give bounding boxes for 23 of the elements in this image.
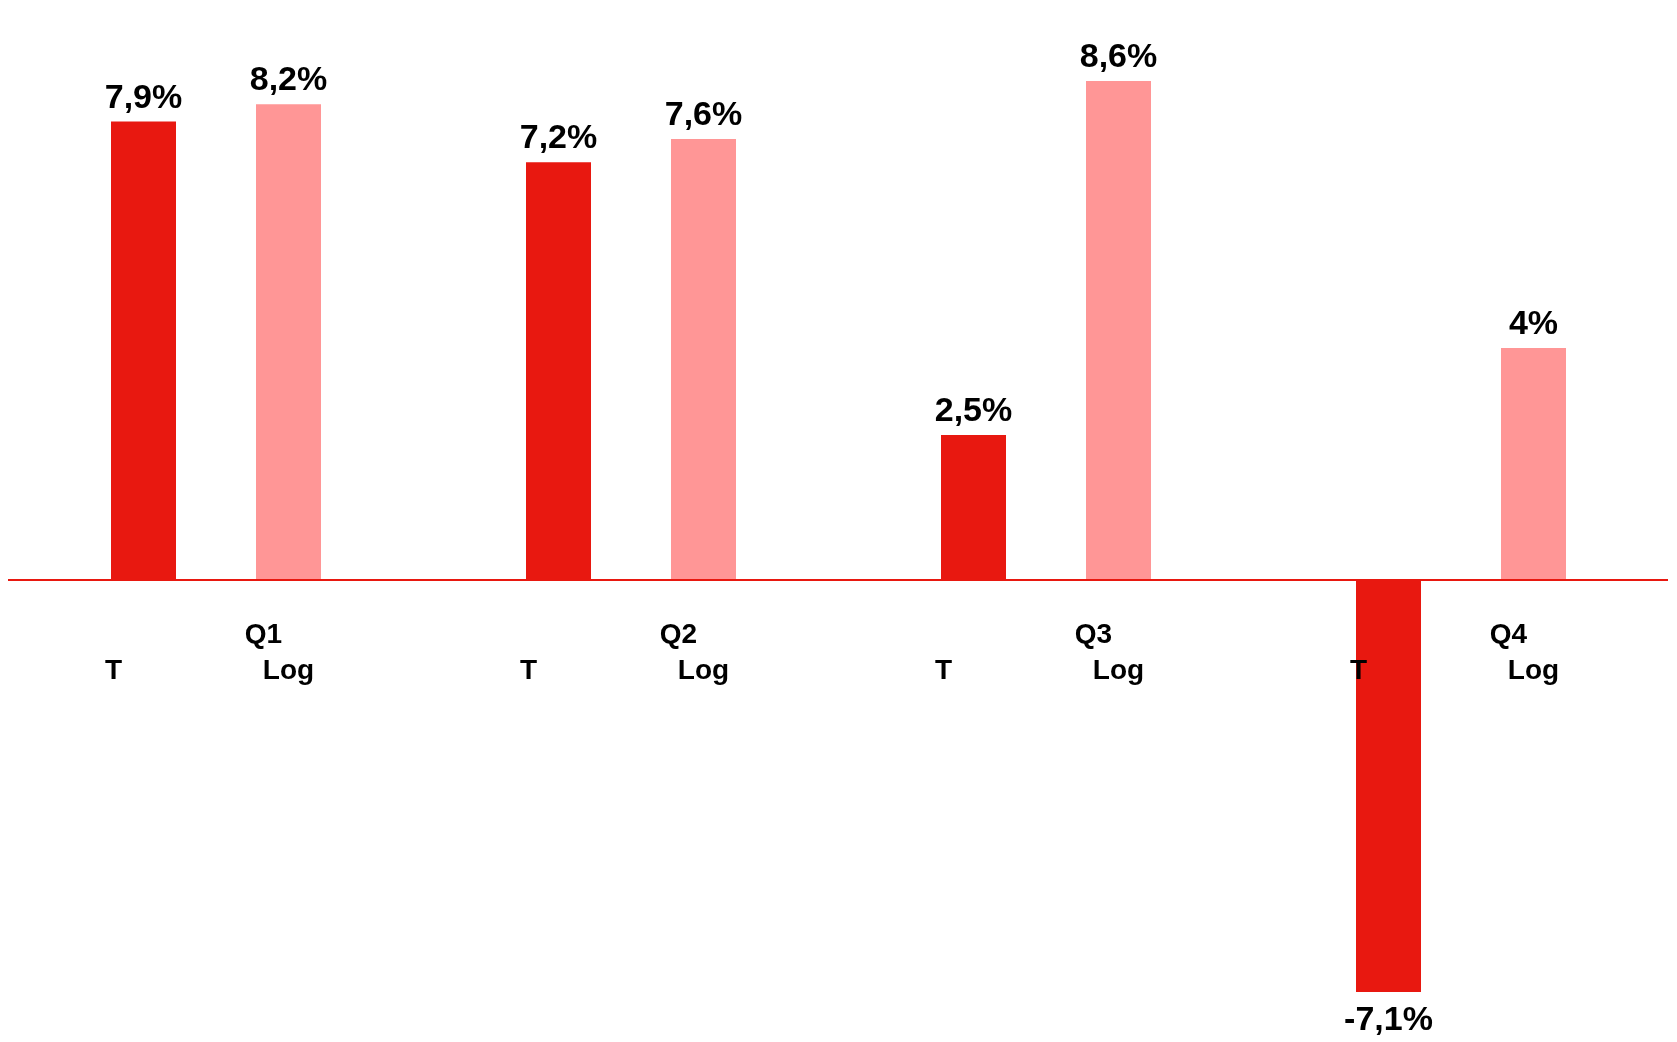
x-tick-label: Q1: [244, 617, 283, 649]
text: T: [934, 653, 953, 685]
data-label: 8,2%: [249, 59, 328, 98]
bar: [1501, 347, 1566, 581]
text: Log: [1507, 653, 1560, 685]
x-tick-label: Q4: [1489, 617, 1528, 649]
data-label: 4%: [1508, 302, 1559, 341]
text: Log: [677, 653, 730, 685]
x-tick-label: Q3: [1074, 617, 1113, 649]
x-tick-label: Q2: [659, 617, 698, 649]
data-label: -7,1%: [1344, 999, 1433, 1037]
data-label: 7,6%: [664, 94, 743, 133]
text: T: [104, 653, 123, 685]
data-label: 2,5%: [934, 389, 1013, 428]
data-label: 8,6%: [1079, 36, 1158, 74]
bar: [1086, 81, 1151, 581]
text: T: [519, 653, 538, 685]
text: Log: [1092, 653, 1145, 685]
text: Log: [262, 653, 315, 685]
data-label: 7,9%: [104, 76, 183, 115]
data-label: 7,2%: [519, 117, 598, 156]
bar: [671, 139, 736, 581]
bar: [256, 104, 321, 581]
